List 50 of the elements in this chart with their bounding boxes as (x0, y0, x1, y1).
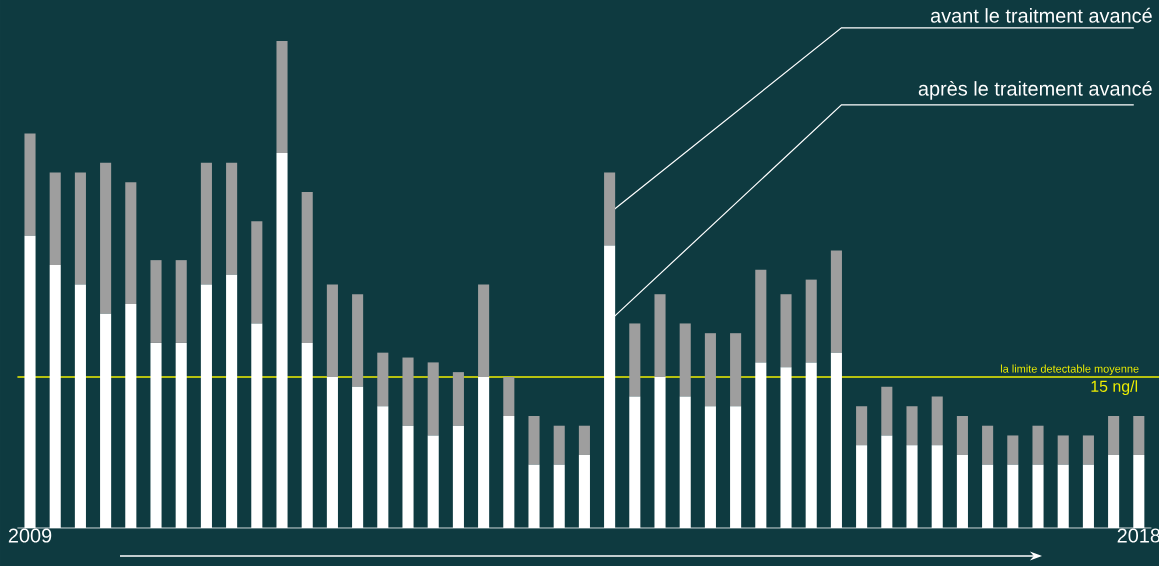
bar (1057, 435, 1069, 465)
bar (881, 386, 893, 436)
bar (326, 284, 338, 378)
bar (49, 172, 61, 266)
bar (982, 425, 994, 465)
bar (654, 294, 666, 378)
bar (125, 182, 137, 304)
bar (478, 284, 490, 378)
bar (276, 40, 288, 153)
bar (352, 294, 364, 387)
bar (1133, 415, 1145, 455)
bar (226, 162, 238, 275)
bar (528, 415, 540, 465)
x-tick-label: 2009 (8, 528, 52, 543)
bar (402, 357, 414, 426)
bar (553, 425, 565, 465)
bar (805, 279, 817, 363)
bar (1082, 435, 1094, 465)
bar (74, 172, 86, 285)
bar (629, 323, 641, 397)
annotation: 15 ng/l (1091, 380, 1138, 396)
bar (679, 323, 691, 397)
bar (1032, 425, 1044, 465)
bar (780, 294, 792, 368)
bar (830, 250, 842, 353)
ref-line-label: la limite detectable moyenne (1000, 364, 1139, 375)
bar (856, 406, 868, 446)
bar (956, 415, 968, 455)
bar (200, 162, 212, 285)
bar (931, 396, 943, 446)
bar (175, 260, 187, 343)
bar (251, 221, 263, 324)
bar (150, 260, 162, 343)
bar (24, 133, 36, 236)
text: avant le traitment avancé (930, 7, 1152, 23)
bar (906, 406, 918, 446)
bar (755, 269, 767, 363)
bar (1108, 415, 1120, 455)
bar (100, 162, 112, 314)
bar (578, 425, 590, 455)
bar (503, 377, 515, 416)
text: après le traitement avancé (918, 80, 1152, 100)
bar (730, 333, 742, 407)
bar (452, 372, 464, 426)
bar (377, 352, 389, 407)
bar (427, 362, 439, 436)
bar (704, 333, 716, 407)
bar (301, 191, 313, 343)
bar (604, 172, 616, 246)
bar (1007, 435, 1019, 465)
